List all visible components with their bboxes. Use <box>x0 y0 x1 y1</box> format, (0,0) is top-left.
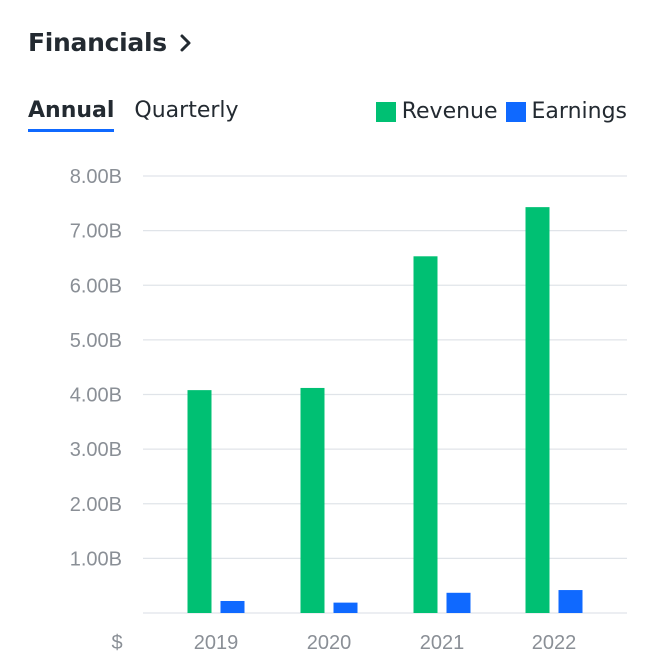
bar-earnings-2021[interactable] <box>446 592 471 613</box>
legend-label-earnings: Earnings <box>531 99 627 124</box>
y-tick-label: 5.00B <box>70 330 122 352</box>
bar-earnings-2022[interactable] <box>558 590 583 613</box>
y-tick-label: 1.00B <box>70 548 122 570</box>
y-unit-label: $ <box>111 632 122 654</box>
legend-item-earnings: Earnings <box>505 99 627 124</box>
tab-annual[interactable]: Annual <box>28 96 115 132</box>
tab-quarterly[interactable]: Quarterly <box>134 98 239 123</box>
y-tick-label: 2.00B <box>70 494 122 516</box>
x-tick-label: 2021 <box>420 632 465 654</box>
period-tabs: Annual Quarterly <box>28 96 239 132</box>
bar-revenue-2021[interactable] <box>413 256 438 613</box>
legend-label-revenue: Revenue <box>401 99 498 124</box>
legend-item-revenue: Revenue <box>375 99 498 124</box>
chart-legend: Revenue Earnings <box>368 99 627 124</box>
y-tick-label: 8.00B <box>70 166 122 188</box>
y-tick-label: 4.00B <box>70 385 122 407</box>
chevron-right-icon[interactable] <box>179 33 193 53</box>
x-tick-label: 2022 <box>532 632 577 654</box>
bar-revenue-2020[interactable] <box>300 387 325 613</box>
bar-earnings-2019[interactable] <box>220 600 245 613</box>
bar-earnings-2020[interactable] <box>333 602 358 613</box>
y-tick-label: 6.00B <box>70 275 122 297</box>
x-tick-label: 2019 <box>194 632 239 654</box>
bar-revenue-2022[interactable] <box>525 207 550 614</box>
y-tick-label: 7.00B <box>70 221 122 243</box>
legend-swatch-earnings <box>505 101 526 122</box>
x-tick-label: 2020 <box>307 632 352 654</box>
legend-swatch-revenue <box>375 101 396 122</box>
bar-revenue-2019[interactable] <box>187 390 212 613</box>
section-title[interactable]: Financials <box>28 28 167 57</box>
financials-header[interactable]: Financials <box>28 28 193 57</box>
y-tick-label: 3.00B <box>70 439 122 461</box>
